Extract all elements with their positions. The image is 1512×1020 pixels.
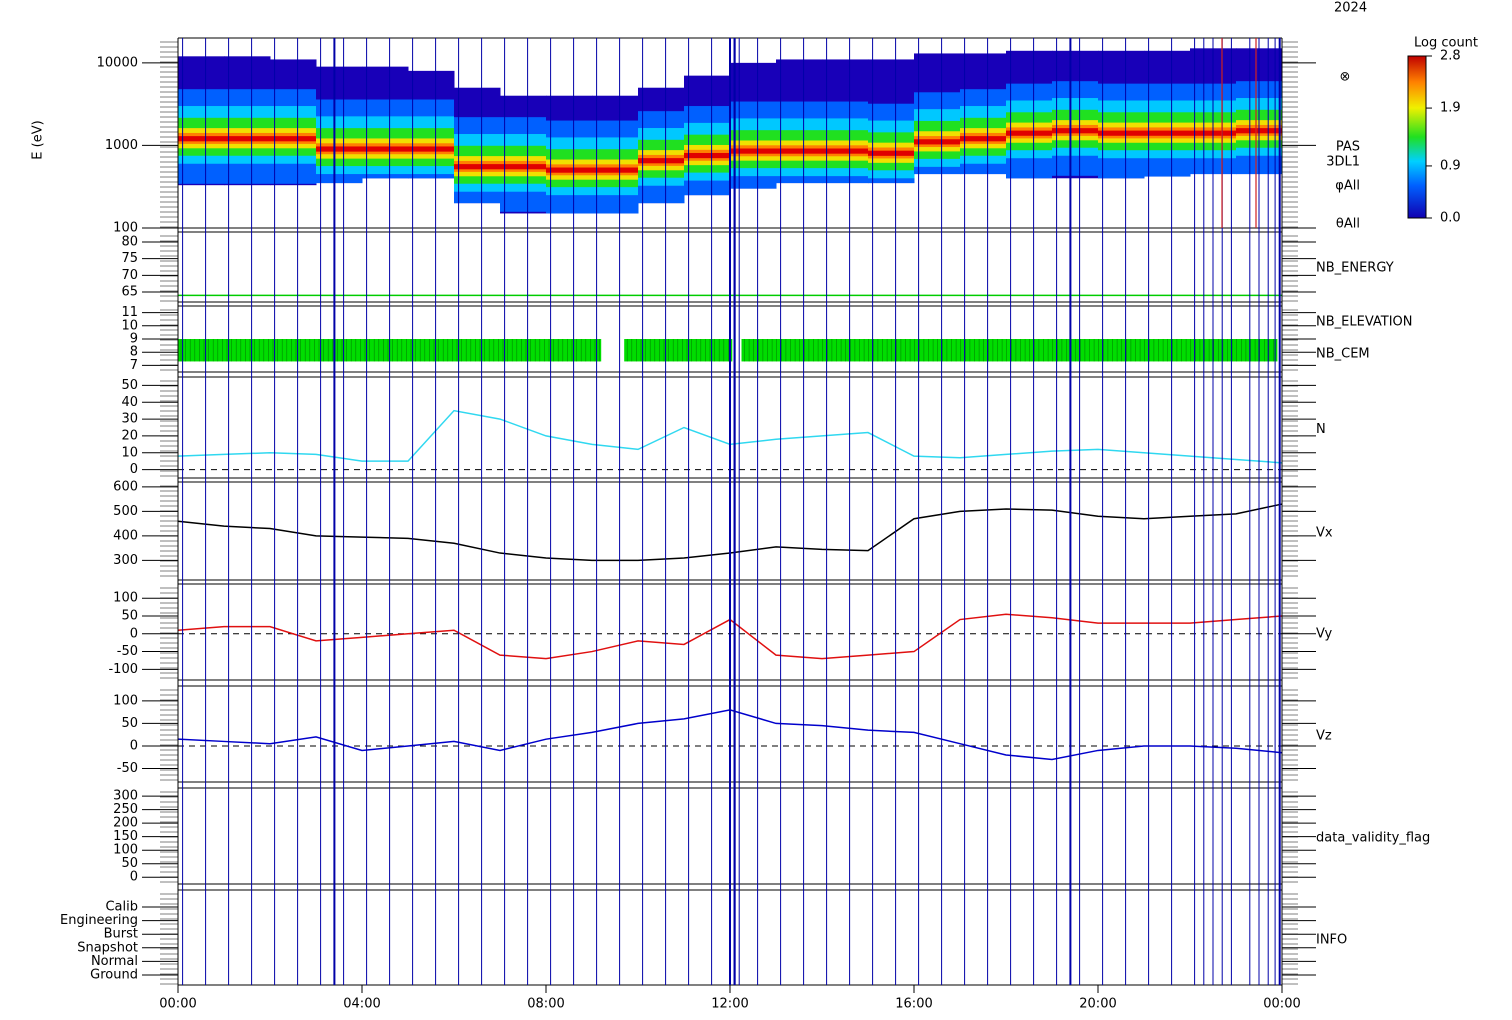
spectrogram-cell bbox=[408, 146, 455, 152]
spectrogram-cell bbox=[270, 136, 317, 142]
panel-label: Vy bbox=[1316, 627, 1333, 642]
y-tick-label: 75 bbox=[121, 251, 138, 266]
colorbar-tick-label: 2.8 bbox=[1440, 49, 1461, 64]
y-tick-label: 250 bbox=[113, 802, 138, 817]
panel-label: φAll bbox=[1335, 179, 1360, 194]
y-tick-label: -50 bbox=[117, 644, 138, 659]
x-tick-label: 08:00 bbox=[527, 997, 564, 1012]
y-axis-label: E (eV) bbox=[31, 120, 46, 159]
y-tick-label: 0 bbox=[130, 738, 138, 753]
y-tick-label: 0 bbox=[130, 626, 138, 641]
colorbar bbox=[1407, 55, 1427, 219]
colorbar-tick-label: 0.9 bbox=[1440, 158, 1461, 173]
y-tick-label: 50 bbox=[121, 856, 138, 871]
spectrogram-cell bbox=[316, 146, 363, 152]
spectrogram-cell bbox=[1144, 130, 1191, 136]
y-tick-label: 65 bbox=[121, 285, 138, 300]
y-tick-label: 150 bbox=[113, 829, 138, 844]
y-tick-label: 9 bbox=[130, 332, 138, 347]
y-tick-label: 40 bbox=[121, 395, 138, 410]
y-tick-label: Calib bbox=[105, 900, 138, 915]
panel-label: NB_ELEVATION bbox=[1316, 315, 1413, 330]
spectrogram-cell bbox=[546, 167, 593, 173]
y-tick-label: 100 bbox=[113, 221, 138, 236]
y-tick-label: Engineering bbox=[60, 913, 138, 928]
spectrogram-cell bbox=[684, 152, 731, 159]
y-tick-label: 10000 bbox=[97, 55, 138, 70]
y-tick-label: Snapshot bbox=[77, 940, 138, 955]
panel-label: NB_ENERGY bbox=[1316, 261, 1394, 276]
chart-title: 2024 bbox=[1334, 1, 1367, 16]
y-tick-label: 80 bbox=[121, 235, 138, 250]
y-tick-label: 8 bbox=[130, 345, 138, 360]
y-tick-label: Burst bbox=[104, 927, 138, 942]
spectrogram-cell bbox=[638, 158, 685, 164]
y-tick-label: 300 bbox=[113, 789, 138, 804]
spectrogram-cell bbox=[1052, 128, 1099, 134]
x-tick-label: 00:00 bbox=[1263, 997, 1300, 1012]
x-tick-label: 04:00 bbox=[343, 997, 380, 1012]
panel-label: 3DL1 bbox=[1326, 155, 1360, 170]
y-tick-label: 7 bbox=[130, 358, 138, 373]
spectrogram-cell bbox=[730, 148, 777, 154]
symbol: ⊗ bbox=[1340, 70, 1351, 85]
spectrogram-cell bbox=[960, 136, 1007, 142]
y-tick-label: 70 bbox=[121, 268, 138, 283]
panel-label: Vz bbox=[1316, 729, 1332, 744]
panel-label: PAS bbox=[1336, 140, 1360, 155]
y-tick-label: 100 bbox=[113, 843, 138, 858]
y-tick-label: 1000 bbox=[105, 138, 138, 153]
y-tick-label: 10 bbox=[121, 318, 138, 333]
colorbar-tick-label: 0.0 bbox=[1440, 211, 1461, 226]
y-tick-label: 400 bbox=[113, 528, 138, 543]
y-tick-label: 50 bbox=[121, 609, 138, 624]
spectrogram-cell bbox=[1006, 130, 1053, 136]
y-tick-label: -50 bbox=[117, 761, 138, 776]
y-tick-label: 600 bbox=[113, 479, 138, 494]
spectrogram-cell bbox=[592, 167, 639, 173]
spectrogram-cell bbox=[868, 150, 915, 156]
panel-label: θAll bbox=[1336, 217, 1360, 232]
panel-label: data_validity_flag bbox=[1316, 831, 1430, 846]
spectrogram-cell bbox=[776, 148, 823, 154]
spectrogram-cell bbox=[224, 136, 271, 142]
y-tick-label: Normal bbox=[91, 954, 138, 969]
block bbox=[624, 339, 733, 362]
y-tick-label: 0 bbox=[130, 870, 138, 885]
panel-label: INFO bbox=[1316, 933, 1347, 948]
y-tick-label: -100 bbox=[108, 662, 138, 677]
y-tick-label: 30 bbox=[121, 412, 138, 427]
colorbar-tick-label: 1.9 bbox=[1440, 101, 1461, 116]
x-tick-label: 20:00 bbox=[1079, 997, 1116, 1012]
spectrogram-cell bbox=[822, 148, 869, 154]
y-tick-label: 11 bbox=[121, 305, 138, 320]
y-tick-label: 500 bbox=[113, 504, 138, 519]
spectrogram-cell bbox=[914, 139, 961, 145]
panel-label: Vx bbox=[1316, 526, 1333, 541]
spectrogram-cell bbox=[362, 146, 409, 152]
y-tick-label: 50 bbox=[121, 378, 138, 393]
panel-label: NB_CEM bbox=[1316, 347, 1370, 362]
x-tick-label: 16:00 bbox=[895, 997, 932, 1012]
y-tick-label: 10 bbox=[121, 445, 138, 460]
y-tick-label: 100 bbox=[113, 693, 138, 708]
block bbox=[741, 339, 1278, 362]
y-tick-label: 200 bbox=[113, 816, 138, 831]
y-tick-label: 100 bbox=[113, 591, 138, 606]
y-tick-label: 20 bbox=[121, 428, 138, 443]
spectrogram-cell bbox=[454, 164, 501, 170]
x-tick-label: 00:00 bbox=[159, 997, 196, 1012]
spectrogram-cell bbox=[500, 164, 547, 170]
colorbar-title: Log count bbox=[1414, 36, 1478, 51]
spectrogram-cell bbox=[178, 136, 225, 142]
y-tick-label: 50 bbox=[121, 716, 138, 731]
spectrogram-cell bbox=[1098, 130, 1145, 136]
y-tick-label: 0 bbox=[130, 462, 138, 477]
x-tick-label: 12:00 bbox=[711, 997, 748, 1012]
y-tick-label: 300 bbox=[113, 553, 138, 568]
panel-label: N bbox=[1316, 422, 1326, 437]
y-tick-label: Ground bbox=[90, 968, 138, 983]
